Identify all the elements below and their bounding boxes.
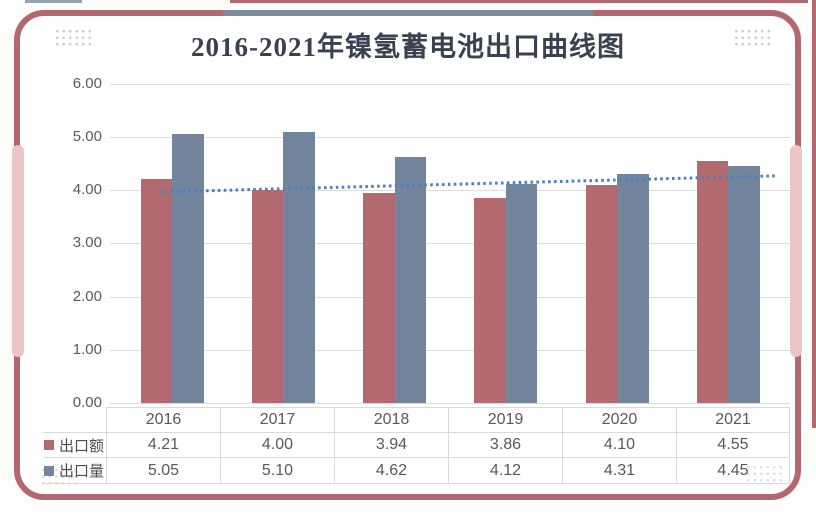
table-year-header-2021: 2021	[676, 407, 790, 433]
data-table: 2016 2017 2018 2019 2020 2021 出口额 4.21 4.00 3.94 3…	[43, 407, 790, 484]
accent-bar-left	[12, 145, 24, 357]
legend-swatch-export-volume	[44, 465, 54, 476]
table-value-export-value-2020: 4.10	[562, 433, 676, 458]
table-value-export-value-2021: 4.55	[676, 433, 790, 458]
cropped-border-fragment-top-red	[230, 0, 808, 3]
table-year-header-2018: 2018	[334, 407, 448, 433]
table-year-header-2019: 2019	[448, 407, 562, 433]
table-value-export-volume-2021: 4.45	[676, 458, 790, 484]
dot-grid-decoration-bottom-right	[745, 464, 784, 483]
table-value-export-value-2017: 4.00	[220, 433, 334, 458]
table-value-export-volume-2017: 5.10	[220, 458, 334, 484]
dot-grid-decoration-top-left	[54, 28, 93, 47]
legend-label-export-volume: 出口量	[59, 463, 105, 480]
dot-grid-decoration-top-right	[733, 28, 772, 47]
legend-swatch-export-value	[44, 440, 54, 450]
cropped-border-fragment-top-gray	[25, 0, 82, 3]
table-value-export-volume-2019: 4.12	[448, 458, 562, 484]
table-year-header-2020: 2020	[562, 407, 676, 433]
table-corner-cell	[43, 407, 106, 433]
cropped-border-fragment-right	[812, 0, 816, 428]
table-value-export-volume-2016: 5.05	[106, 458, 220, 484]
chart-title: 2016-2021年镍氢蓄电池出口曲线图	[191, 32, 625, 62]
accent-bar-right	[790, 145, 802, 357]
legend-item-export-volume: 出口量	[43, 458, 106, 484]
table-value-export-volume-2020: 4.31	[562, 458, 676, 484]
table-value-export-value-2016: 4.21	[106, 433, 220, 458]
table-value-export-volume-2018: 4.62	[334, 458, 448, 484]
table-year-header-2016: 2016	[106, 407, 220, 433]
legend-label-export-value: 出口额	[59, 437, 105, 455]
legend-item-export-value: 出口额	[43, 433, 106, 458]
card-top-accent	[223, 10, 593, 16]
table-value-export-value-2019: 3.86	[448, 433, 562, 458]
table-value-export-value-2018: 3.94	[334, 433, 448, 458]
table-year-header-2017: 2017	[220, 407, 334, 433]
